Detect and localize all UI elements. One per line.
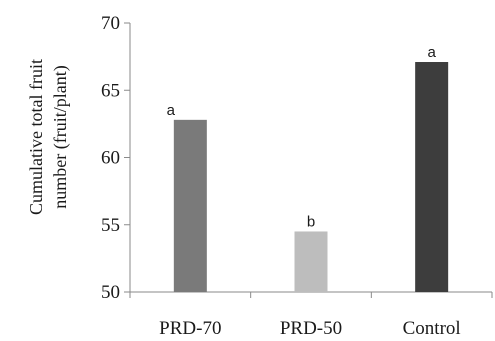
bars <box>173 62 449 292</box>
bar-control <box>415 62 449 292</box>
x-axis <box>129 291 493 298</box>
significance-letter: b <box>307 213 315 230</box>
y-tick-label: 55 <box>101 215 120 236</box>
y-tick-label: 60 <box>101 148 120 169</box>
y-axis-title: Cumulative total fruit number (fruit/pla… <box>26 59 71 215</box>
bar-prd-50 <box>294 231 328 292</box>
y-axis-title-line-2: number (fruit/plant) <box>50 65 71 208</box>
y-axis: 50 55 60 65 70 <box>101 13 131 303</box>
significance-letter: a <box>427 44 436 61</box>
category-label: PRD-50 <box>280 318 342 339</box>
category-label: PRD-70 <box>159 318 221 339</box>
category-label: Control <box>403 318 461 339</box>
significance-letters: a b a <box>167 44 437 230</box>
significance-letter: a <box>167 102 176 119</box>
y-axis-title-line-1: Cumulative total fruit <box>26 59 46 215</box>
bar-prd-70 <box>173 119 207 292</box>
category-labels: PRD-70 PRD-50 Control <box>159 318 461 339</box>
y-tick-label: 65 <box>101 80 120 101</box>
y-tick-label: 50 <box>101 282 120 303</box>
y-tick-label: 70 <box>101 13 120 34</box>
